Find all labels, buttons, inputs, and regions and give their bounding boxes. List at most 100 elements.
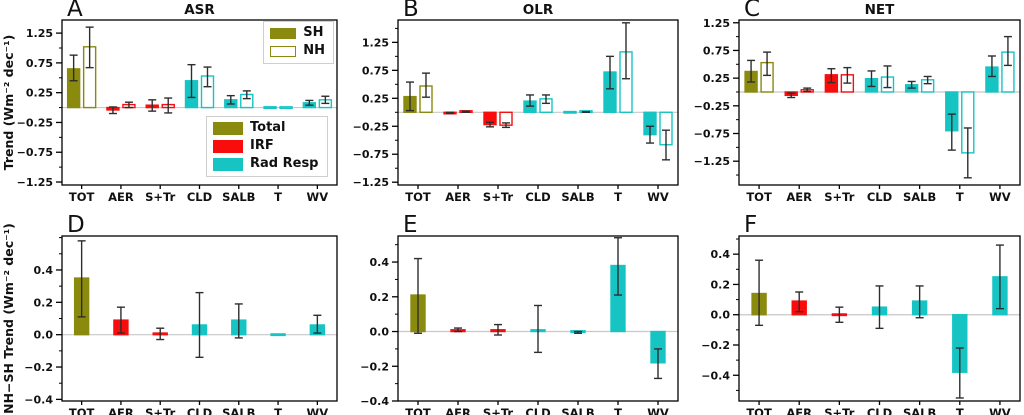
legend-label-sh: SH — [303, 25, 324, 40]
x-tick-label: TOT — [405, 190, 431, 204]
x-tick-label: WV — [989, 190, 1011, 204]
x-tick-label: TOT — [69, 406, 95, 415]
x-tick-label: T — [956, 406, 964, 415]
x-tick-label: WV — [307, 406, 329, 415]
panel-c-chart: 1.25 0.75 0.25 −0.25 −0.75 −1.25 TOT AER S+Tr CLD… — [694, 0, 1021, 204]
panel-e-olr-diff: 0.4 0.2 0.0 −0.2 −0.4 TOT AER S+Tr CLD SALB T WV E — [341, 207, 682, 415]
y-tick-label: −0.25 — [353, 120, 389, 133]
y-tick-label: 1.25 — [26, 27, 53, 40]
legend-hemisphere: SH NH — [263, 21, 334, 64]
x-tick-label: T — [274, 406, 282, 415]
sh-filled-swatch — [270, 27, 297, 39]
x-tick-label: S+Tr — [824, 406, 854, 415]
y-tick-label: 0.4 — [370, 256, 390, 269]
y-axis-label: NH−SH Trend (Wm⁻² dec⁻¹) — [1, 223, 16, 414]
plot-frame — [738, 19, 1021, 186]
legend-label-rad-resp: Rad Resp — [250, 155, 319, 171]
panel-title: ASR — [184, 2, 215, 18]
y-tick-label: −0.2 — [360, 360, 389, 373]
x-tick-label: AER — [445, 190, 471, 204]
panel-b-chart: 1.25 0.75 0.25 −0.25 −0.75 −1.25 TOT AER S+Tr CLD… — [353, 0, 679, 204]
x-tick-label: CLD — [867, 406, 892, 415]
y-tick-label: −0.2 — [24, 361, 53, 374]
x-tick-label: CLD — [187, 406, 212, 415]
panel-letter: E — [403, 212, 418, 238]
plot-frame — [397, 19, 679, 186]
x-tick-label: WV — [647, 406, 669, 415]
plot-frame — [61, 19, 338, 186]
y-tick-label: −1.25 — [17, 176, 53, 189]
x-tick-label: CLD — [867, 190, 892, 204]
y-tick-label: −0.25 — [694, 100, 730, 113]
x-tick-label: CLD — [187, 190, 212, 204]
y-tick-label: −0.75 — [694, 128, 730, 141]
y-tick-label: 0.75 — [703, 44, 730, 57]
x-tick-label: AER — [786, 190, 812, 204]
x-tick-label: S+Tr — [145, 190, 175, 204]
y-tick-label: −0.4 — [360, 395, 389, 408]
panel-letter: F — [744, 212, 757, 238]
y-tick-label: −0.75 — [17, 146, 53, 159]
y-tick-label: 0.0 — [370, 326, 390, 339]
legend-label-total: Total — [250, 120, 286, 135]
x-tick-label: SALB — [561, 190, 594, 204]
bar-sh-salb — [563, 110, 577, 114]
y-tick-label: 0.25 — [362, 92, 389, 105]
legend-item-nh: NH — [270, 42, 325, 59]
irf-swatch — [213, 139, 243, 153]
panel-f-net-diff: 0.4 0.2 0.0 −0.2 −0.4 TOT AER S+Tr CLD SALB T WV F — [682, 207, 1024, 415]
legend-item-irf: IRF — [213, 137, 319, 154]
x-tick-label: AER — [108, 406, 134, 415]
bar-nh-t — [279, 106, 293, 110]
plot-frame — [397, 235, 679, 402]
x-tick-label: SALB — [222, 190, 255, 204]
y-tick-label: 1.25 — [703, 17, 730, 30]
x-tick-label: TOT — [405, 406, 431, 415]
panel-d-chart: 0.4 0.2 0.0 −0.2 −0.4 TOT AER S+Tr CLD SALB T WV D NH… — [1, 212, 338, 415]
y-tick-label: −0.75 — [353, 148, 389, 161]
x-tick-label: TOT — [746, 190, 772, 204]
legend-label-irf: IRF — [250, 137, 274, 153]
y-tick-label: 0.25 — [26, 87, 53, 100]
panel-letter: A — [67, 0, 83, 22]
y-tick-label: −0.4 — [701, 369, 730, 382]
x-tick-label: T — [614, 406, 622, 415]
y-axis-label: Trend (Wm⁻² dec⁻¹) — [1, 35, 16, 171]
x-tick-label: WV — [647, 190, 669, 204]
x-tick-label: CLD — [525, 406, 550, 415]
y-tick-label: 0.2 — [711, 278, 731, 291]
x-tick-label: S+Tr — [824, 190, 854, 204]
panel-a-chart: 1.25 0.75 0.25 −0.25 −0.75 −1.25 TOT AER S+Tr CLD… — [1, 0, 338, 204]
y-tick-label: −1.25 — [694, 155, 730, 168]
y-tick-label: 0.0 — [34, 329, 54, 342]
x-tick-label: CLD — [525, 190, 550, 204]
x-tick-label: WV — [989, 406, 1011, 415]
legend-item-rad-resp: Rad Resp — [213, 155, 319, 172]
x-tick-label: AER — [108, 190, 134, 204]
y-tick-label: 0.75 — [26, 57, 53, 70]
panel-e-chart: 0.4 0.2 0.0 −0.2 −0.4 TOT AER S+Tr CLD SALB T WV E — [360, 212, 679, 415]
rad-resp-swatch — [213, 157, 243, 171]
legend-label-nh: NH — [303, 42, 325, 58]
plot-frame — [61, 235, 338, 402]
y-tick-label: 1.25 — [362, 36, 389, 49]
x-tick-label: SALB — [222, 406, 255, 415]
x-tick-label: SALB — [903, 190, 936, 204]
y-tick-label: 0.4 — [34, 264, 54, 277]
y-tick-label: 0.4 — [711, 248, 731, 261]
x-tick-label: T — [274, 190, 282, 204]
y-tick-label: −0.2 — [701, 339, 730, 352]
x-tick-label: AER — [786, 406, 812, 415]
y-tick-label: 0.2 — [34, 296, 54, 309]
x-tick-label: TOT — [746, 406, 772, 415]
legend-item-sh: SH — [270, 25, 325, 41]
panel-letter: B — [403, 0, 419, 22]
bar-sh-t — [263, 106, 277, 110]
nh-open-swatch — [270, 45, 297, 57]
bar-nhsh-t — [270, 333, 286, 337]
y-tick-label: −1.25 — [353, 176, 389, 189]
y-tick-label: 0.0 — [711, 309, 731, 322]
legend-item-total: Total — [213, 120, 319, 136]
x-tick-label: TOT — [69, 190, 95, 204]
legend-components: Total IRF Rad Resp — [206, 116, 328, 177]
